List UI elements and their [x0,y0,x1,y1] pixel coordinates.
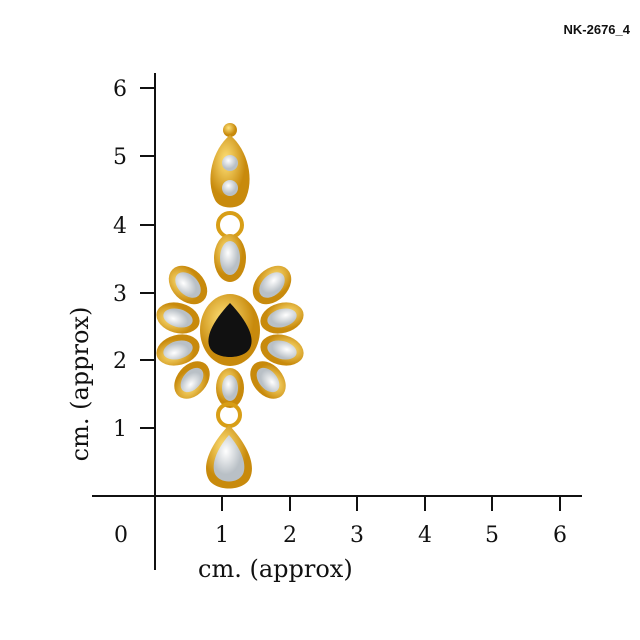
y-tick-6: 6 [113,77,127,102]
y-tick-3: 3 [113,282,127,307]
y-tick-5: 5 [113,145,127,170]
x-tick-5: 5 [485,523,499,548]
x-tick-4: 4 [418,523,432,548]
x-tick-2: 2 [283,523,297,548]
product-code: NK-2676_4 [563,22,631,37]
x-tick-3: 3 [350,523,364,548]
y-tick-1: 1 [113,417,127,442]
earring-image [156,123,304,489]
y-tick-2: 2 [113,349,127,374]
x-tick-6: 6 [553,523,567,548]
x-axis-label: cm. (approx) [198,555,353,583]
x-tick-0: 0 [114,523,128,548]
y-axis-label: cm. (approx) [66,306,94,462]
x-tick-1: 1 [215,523,229,548]
y-tick-4: 4 [113,214,127,239]
